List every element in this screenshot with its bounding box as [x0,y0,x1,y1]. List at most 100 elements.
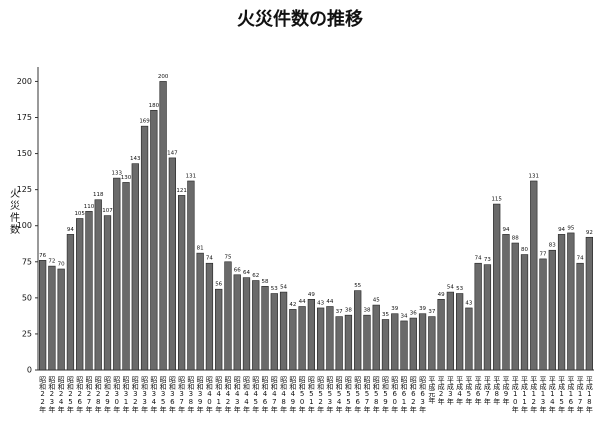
bar [85,210,93,371]
bar [66,234,75,371]
bar [76,218,84,371]
value-label: 58 [262,279,269,285]
x-tick-label: 昭和52年 [317,376,325,414]
bar [474,262,482,371]
x-tick-label: 平成17年 [576,376,584,414]
bar [354,290,362,371]
x-tick-label: 昭和24年 [57,376,65,414]
bar [409,317,417,371]
bar [289,309,297,371]
x-tick-label: 平成11年 [521,376,529,414]
x-tick-label: 昭和28年 [94,376,102,414]
bar [140,125,149,371]
value-label: 34 [401,313,408,319]
value-label: 130 [121,175,132,181]
bar [131,163,139,371]
value-label: 74 [577,256,584,262]
value-label: 131 [186,173,197,179]
y-tick-label: 75 [22,257,32,266]
x-tick-label: 昭和48年 [280,376,288,414]
value-label: 200 [158,74,169,80]
value-label: 74 [206,256,213,262]
value-label: 36 [410,311,417,317]
x-tick-label: 昭和29年 [104,376,112,414]
x-tick-label: 平成7年 [483,376,491,406]
x-tick-label: 昭和43年 [233,376,241,414]
bar [372,304,380,371]
bar [168,157,177,371]
value-label: 54 [447,285,454,291]
y-tick-label: 150 [17,149,32,158]
value-label: 118 [93,192,104,198]
y-tick-label: 125 [17,185,32,194]
x-tick-label: 平成16年 [567,376,575,414]
bar [122,182,130,371]
x-tick-label: 昭和59年 [382,376,390,414]
x-tick-label: 昭和49年 [289,376,297,414]
value-label: 64 [243,270,250,276]
value-label: 115 [491,197,502,203]
x-tick-label: 平成4年 [456,376,464,406]
bar [335,316,343,371]
bar [400,320,408,371]
bar [465,307,473,371]
x-tick-label: 昭和47年 [270,376,278,414]
bar [585,236,594,371]
x-tick-label: 昭和57年 [363,376,371,414]
bar [576,262,584,371]
x-tick-label: 昭和42年 [224,376,232,414]
x-tick-label: 昭和36年 [168,376,176,414]
bar [391,313,399,371]
value-label: 76 [39,253,46,259]
bar [493,203,501,371]
y-axis-label: 火災件数 [8,188,20,236]
value-label: 94 [502,227,509,233]
bar [187,180,195,371]
y-tick-label: 175 [17,113,32,122]
x-tick-label: 平成12年 [530,376,538,414]
value-label: 42 [289,302,296,308]
bar [270,293,278,371]
bar [326,306,334,371]
bar [539,258,547,371]
bar [316,307,325,371]
x-tick-label: 昭和61年 [400,376,408,414]
x-tick-label: 平成10年 [511,376,519,414]
x-tick-label: 昭和53年 [326,376,334,414]
bar [363,314,371,371]
x-tick-label: 平成15年 [558,376,566,414]
x-tick-label: 平成6年 [474,376,482,406]
x-tick-label: 昭和60年 [391,376,399,414]
value-label: 77 [540,251,547,257]
bar [428,316,436,371]
value-label: 80 [521,247,528,253]
x-tick-label: 昭和22年 [39,376,47,414]
bar [252,280,260,371]
value-label: 95 [567,225,574,231]
value-label: 74 [475,256,482,262]
bar [455,293,464,371]
bar [279,291,288,371]
x-tick-label: 平成8年 [493,376,501,406]
y-tick-label: 0 [27,366,32,375]
x-tick-label: 昭和40年 [205,376,213,414]
bar [548,249,556,371]
value-label: 54 [280,285,287,291]
value-label: 121 [176,188,187,194]
value-label: 49 [308,292,315,298]
bar [437,298,445,371]
bar [150,109,158,371]
bar [418,313,427,371]
value-label: 169 [139,119,150,125]
x-tick-label: 昭和32年 [131,376,139,414]
x-tick-label: 平成14年 [548,376,556,414]
value-label: 131 [529,173,540,179]
bar [94,199,102,371]
value-label: 62 [252,273,259,279]
value-label: 35 [382,312,389,318]
bar [557,234,566,371]
bar [215,288,223,371]
x-tick-label: 昭和35年 [159,376,167,414]
x-tick-label: 昭和46年 [261,376,269,414]
